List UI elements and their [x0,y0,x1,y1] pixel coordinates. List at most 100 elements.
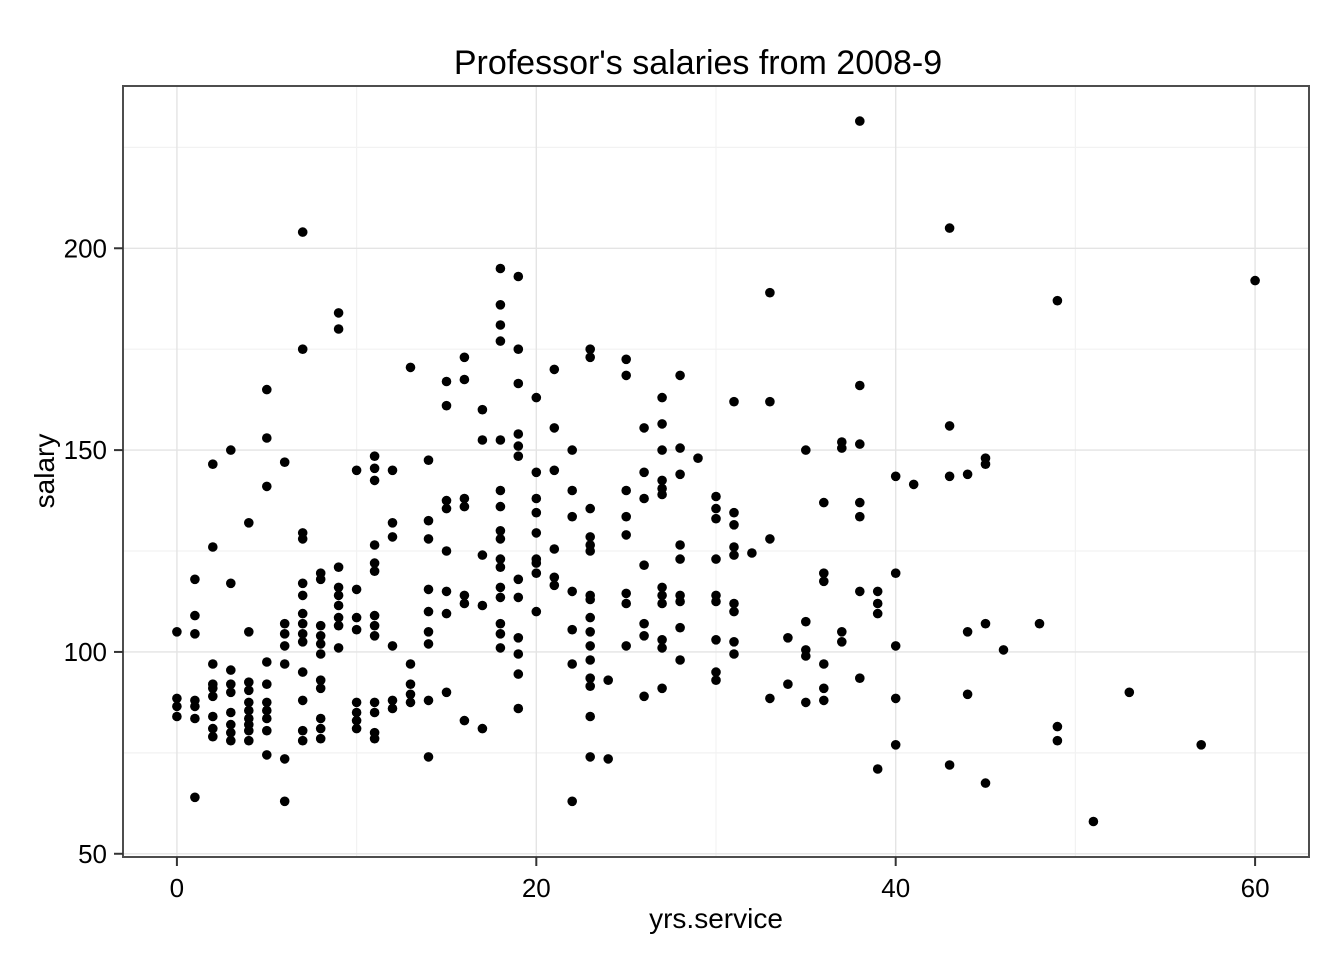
data-point [441,687,452,698]
data-point [513,574,524,585]
data-point [801,616,811,627]
data-point [279,796,290,807]
data-point [226,665,236,675]
data-point [441,495,452,506]
data-point [297,695,308,706]
data-point [513,633,524,643]
data-point [729,649,739,659]
data-point [675,469,685,480]
data-point [172,693,182,704]
data-point [675,370,685,381]
x-axis-title: yrs.service [649,903,783,934]
y-axis-title: salary [29,433,60,509]
data-point [567,659,577,669]
data-point [244,518,254,528]
data-point [333,643,344,653]
data-point [585,752,595,762]
data-point [621,485,631,496]
data-point [423,584,434,595]
data-point [297,590,308,601]
data-point [585,627,595,637]
data-point [459,715,470,726]
data-point [675,554,685,564]
data-point [477,435,488,445]
data-point [459,501,470,512]
data-point [208,683,218,694]
data-point [387,518,398,528]
data-point [369,463,380,474]
data-point [495,320,506,330]
data-point [549,423,560,433]
data-point [765,534,775,544]
data-point [567,586,577,597]
data-point [693,453,703,464]
data-point [333,620,344,631]
data-point [333,308,344,318]
data-point [1052,295,1063,306]
data-point [423,455,434,466]
data-point [387,703,398,714]
data-point [639,618,649,629]
data-point [962,627,973,637]
data-point [315,675,326,685]
data-point [190,574,200,585]
data-point [315,723,326,734]
data-point [333,582,344,593]
data-point [639,423,649,433]
data-point [477,404,488,415]
data-point [585,681,595,691]
data-point [585,655,595,665]
data-point [855,586,865,597]
data-point [495,501,506,512]
data-point [262,725,272,736]
data-point [675,655,685,665]
data-point [657,392,667,403]
data-point [441,586,452,597]
data-point [190,713,200,724]
y-tick-label: 50 [78,839,107,869]
data-point [1034,618,1045,629]
data-point [226,719,236,730]
data-point [837,627,847,637]
data-point [315,649,326,659]
data-point [711,596,721,607]
data-point [855,511,865,522]
data-point [244,685,254,696]
data-point [297,344,308,355]
data-point [244,735,254,746]
data-point [639,691,649,702]
data-point [262,384,272,395]
data-point [405,362,416,373]
data-point [226,727,236,738]
data-point [172,627,182,637]
data-point [585,352,595,363]
data-point [477,550,488,560]
data-point [333,562,344,572]
data-point [890,641,901,651]
data-point [423,627,434,637]
data-point [315,620,326,631]
data-point [657,590,667,601]
data-point [531,493,542,504]
data-point [244,627,254,637]
data-point [729,637,739,647]
data-point [423,639,434,649]
data-point [190,610,200,621]
data-point [657,635,667,645]
data-point [872,598,883,609]
data-point [513,441,524,451]
data-point [549,364,560,375]
data-point [405,689,416,700]
data-point [585,711,595,722]
data-point [315,574,326,585]
data-point [351,707,362,718]
data-point [980,459,991,470]
data-point [783,679,793,689]
data-point [531,507,542,518]
data-point [297,227,308,237]
data-point [890,471,901,482]
data-point [567,624,577,635]
data-point [962,689,973,700]
data-point [1052,721,1063,732]
